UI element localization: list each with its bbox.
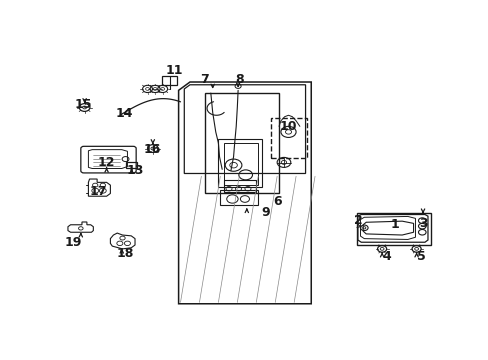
Bar [162, 76, 176, 85]
Text: 12: 12 [98, 157, 115, 170]
Text: 17: 17 [89, 185, 107, 198]
Bar [218, 139, 262, 187]
Text: 6: 6 [272, 195, 281, 208]
Text: 11: 11 [165, 64, 183, 77]
Text: 15: 15 [74, 98, 92, 111]
Bar [220, 190, 258, 205]
Text: 14: 14 [116, 107, 133, 120]
Bar [224, 143, 258, 185]
Text: 1: 1 [389, 218, 398, 231]
Bar [356, 213, 430, 245]
Bar [126, 162, 137, 168]
Bar [205, 93, 279, 193]
Text: 5: 5 [416, 250, 425, 263]
Text: 4: 4 [382, 250, 390, 263]
Bar [224, 180, 256, 192]
Text: 18: 18 [116, 247, 133, 260]
Text: 9: 9 [261, 206, 269, 219]
Bar [271, 118, 307, 158]
Text: 2: 2 [353, 214, 362, 227]
Text: 16: 16 [143, 143, 161, 156]
Text: 7: 7 [200, 73, 208, 86]
Text: 13: 13 [126, 164, 143, 177]
Text: 8: 8 [234, 73, 243, 86]
Text: 19: 19 [65, 236, 82, 249]
Text: 3: 3 [418, 217, 427, 230]
Text: 10: 10 [279, 120, 297, 133]
